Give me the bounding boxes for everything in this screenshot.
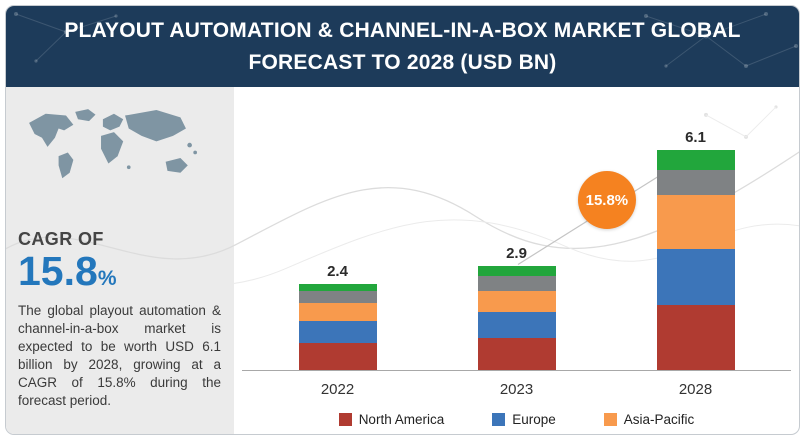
world-map-graphic: [18, 95, 221, 221]
bar-segment: [477, 312, 556, 338]
bar-segment: [656, 150, 735, 171]
legend-swatch: [603, 413, 617, 426]
bar-segment: [477, 290, 556, 313]
cagr-block: CAGR OF 15.8%: [18, 229, 221, 293]
cagr-badge: 15.8%: [577, 171, 636, 229]
cagr-number: 15.8: [18, 248, 98, 294]
bar-total-label: 2.9: [506, 244, 527, 262]
legend-swatch: [492, 413, 506, 426]
bar-segment: [477, 337, 556, 370]
bar-segment: [477, 265, 556, 277]
bar-segment: [656, 195, 735, 250]
x-axis-line: [242, 370, 791, 371]
legend-label: Europe: [512, 412, 556, 427]
legend: North America Europe Asia-Pacific: [234, 412, 799, 427]
legend-item: Europe: [492, 412, 556, 427]
bar-stack: [298, 283, 377, 370]
cagr-percent-sign: %: [97, 267, 117, 290]
legend-item: Asia-Pacific: [603, 412, 695, 427]
x-axis-label: 2023: [499, 381, 534, 398]
cagr-value: 15.8%: [18, 248, 221, 294]
bar-total-label: 6.1: [685, 129, 706, 147]
bar-segment: [298, 343, 377, 370]
market-summary-text: The global playout automation & channel-…: [18, 303, 221, 408]
bar-column-2023: 2.9: [427, 245, 606, 370]
bar-segment: [298, 303, 377, 322]
x-axis-label: 2022: [320, 381, 355, 398]
bar-segment: [656, 170, 735, 196]
cagr-label: CAGR OF: [18, 229, 104, 249]
bar-segment: [477, 276, 556, 291]
bar-segment: [298, 290, 377, 304]
bar-segment: [656, 305, 735, 370]
bar-segment: [656, 249, 735, 306]
bars-row: 2.4 2.9 6.1: [248, 118, 785, 370]
legend-label: Asia-Pacific: [623, 412, 695, 427]
infographic-frame: PLAYOUT AUTOMATION & CHANNEL-IN-A-BOX MA…: [5, 5, 800, 435]
years-row: 2022 2023 2028: [248, 381, 785, 398]
legend-label: North America: [358, 412, 445, 427]
bar-column-2022: 2.4: [248, 263, 427, 370]
content-area: CAGR OF 15.8% The global playout automat…: [6, 87, 799, 434]
bar-segment: [298, 283, 377, 291]
page-title: PLAYOUT AUTOMATION & CHANNEL-IN-A-BOX MA…: [64, 19, 741, 74]
bar-segment: [298, 321, 377, 343]
summary-sidebar: CAGR OF 15.8% The global playout automat…: [6, 87, 234, 434]
bar-total-label: 2.4: [327, 262, 348, 280]
header-banner: PLAYOUT AUTOMATION & CHANNEL-IN-A-BOX MA…: [6, 6, 799, 87]
bar-column-2028: 6.1: [606, 129, 785, 370]
chart-pane: 2.4 2.9 6.1 2022 2023 2028 North America Euro…: [234, 87, 799, 434]
bar-stack: [477, 265, 556, 370]
bar-stack: [656, 150, 735, 370]
legend-swatch: [338, 413, 352, 426]
legend-item: North America: [338, 412, 445, 427]
x-axis-label: 2028: [678, 381, 713, 398]
